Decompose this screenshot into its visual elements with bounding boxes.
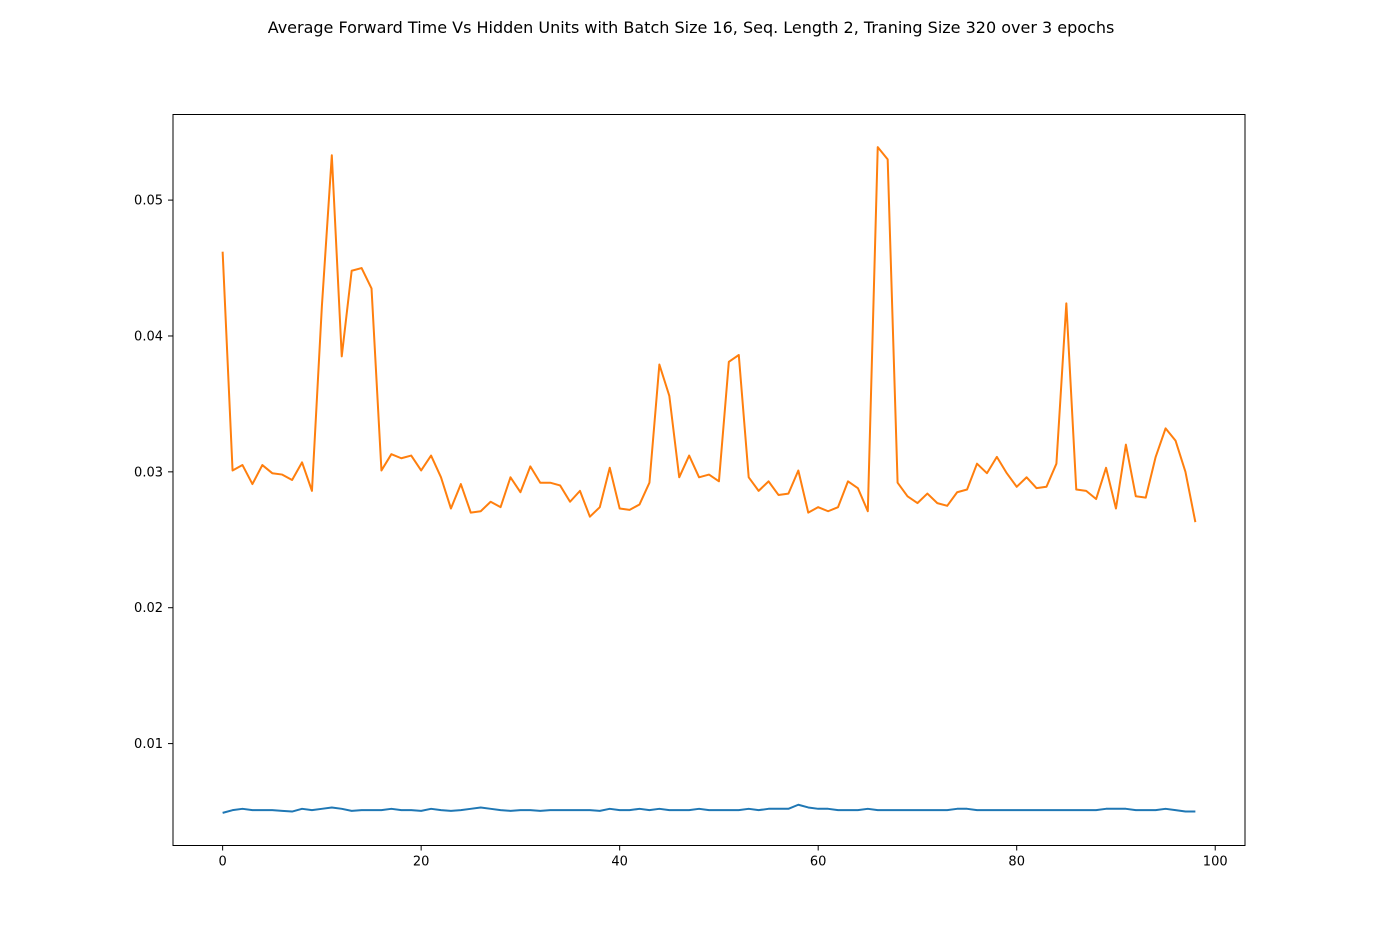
- series-line-1: [222, 803, 1196, 814]
- plot-frame: [172, 114, 1246, 846]
- y-tick-label: 0.01: [134, 737, 163, 752]
- y-tick-label: 0.05: [134, 194, 163, 209]
- x-tick-label: 0: [218, 855, 226, 870]
- y-tick-label: 0.04: [134, 329, 163, 344]
- x-tick-label: 60: [810, 855, 827, 870]
- x-tick-label: 80: [1008, 855, 1025, 870]
- x-tick-label: 20: [413, 855, 430, 870]
- y-tick-label: 0.02: [134, 601, 163, 616]
- series-line-2: [221, 146, 1197, 523]
- y-axis: 0.01 0.02 0.03 0.04 0.05: [134, 194, 173, 752]
- x-axis: 0 20 40 60 80 100: [218, 845, 1228, 870]
- series-layer: [221, 146, 1197, 814]
- x-tick-label: 40: [611, 855, 628, 870]
- x-tick-label: 100: [1203, 855, 1228, 870]
- y-tick-label: 0.03: [134, 465, 163, 480]
- chart-title: Average Forward Time Vs Hidden Units wit…: [268, 18, 1115, 37]
